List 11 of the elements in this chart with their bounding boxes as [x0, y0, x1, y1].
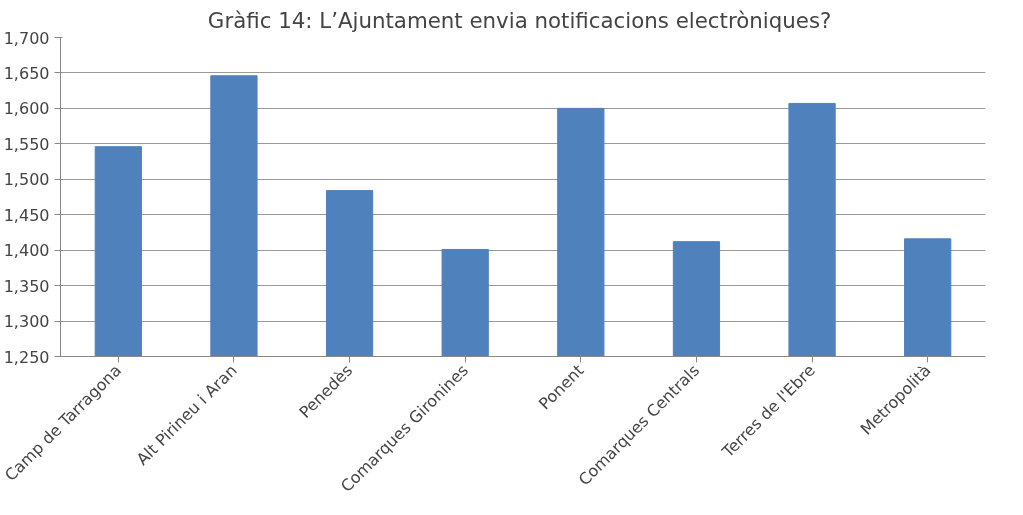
chart-title: Gràfic 14: L’Ajuntament envia notificacions electròniques? — [207, 7, 832, 33]
y-tick-label: 1,700 — [3, 28, 50, 48]
y-tick-label: 1,650 — [3, 63, 50, 83]
y-tick-label: 1,550 — [3, 134, 50, 154]
y-tick-label: 1,350 — [3, 276, 50, 296]
y-tick-label: 1,500 — [3, 170, 50, 190]
y-tick-label: 1,300 — [3, 312, 50, 332]
y-tick-label: 1,250 — [3, 347, 50, 367]
y-tick-label: 1,400 — [3, 241, 50, 261]
y-tick-label: 1,600 — [3, 99, 50, 119]
y-tick-label: 1,450 — [3, 205, 50, 225]
